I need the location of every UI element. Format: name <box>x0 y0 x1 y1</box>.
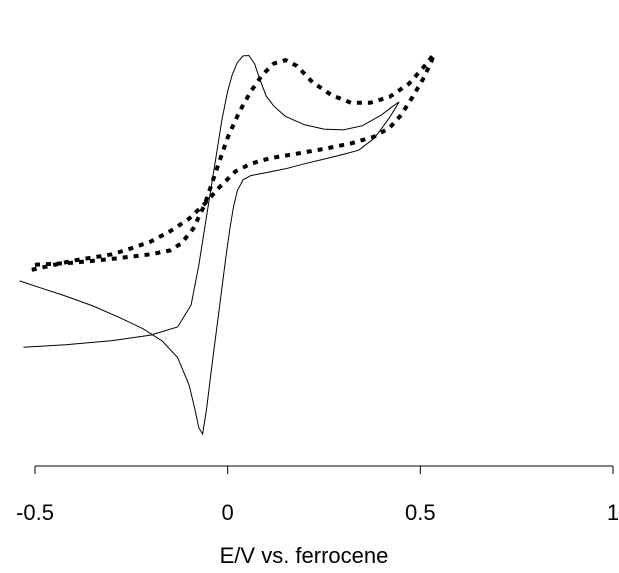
x-axis-tick-labels: -0.5 0 0.5 1 <box>16 500 619 525</box>
series-solid-line <box>19 54 400 436</box>
x-tick-label: 0.5 <box>405 500 436 525</box>
series-dotted-line <box>26 52 436 273</box>
x-tick-label: 1 <box>607 500 619 525</box>
x-tick-label: -0.5 <box>16 500 54 525</box>
plot-area <box>19 52 436 436</box>
x-axis-ticks <box>34 466 614 474</box>
x-axis-title: E/V vs. ferrocene <box>220 543 389 568</box>
x-tick-label: 0 <box>222 500 234 525</box>
